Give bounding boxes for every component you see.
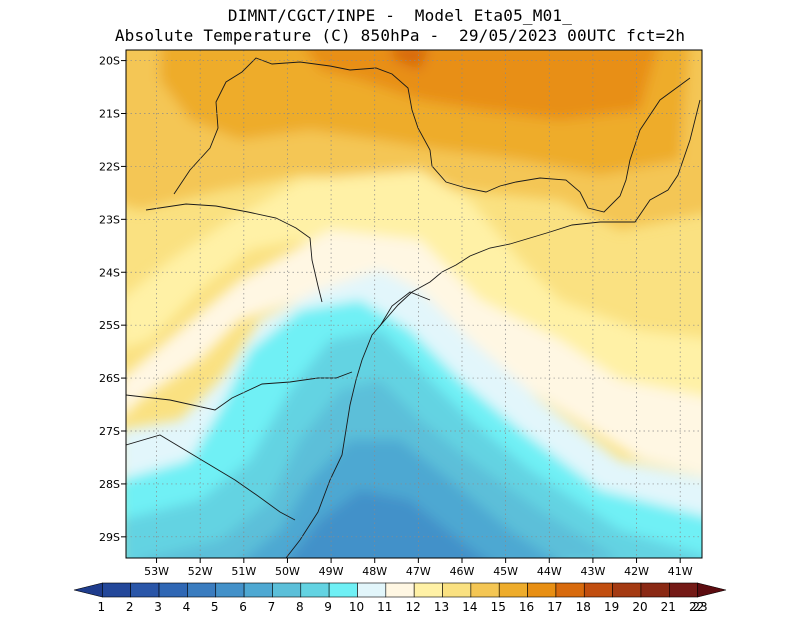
colorbar-swatch bbox=[187, 582, 217, 598]
lon-tick-label: 51W bbox=[231, 565, 256, 578]
lat-tick-label: 28S bbox=[99, 478, 120, 491]
colorbar-swatch bbox=[357, 582, 387, 598]
lon-tick-label: 52W bbox=[188, 565, 213, 578]
lon-tick-label: 49W bbox=[319, 565, 344, 578]
colorbar-swatch bbox=[102, 582, 131, 598]
colorbar-swatch bbox=[442, 582, 472, 598]
colorbar-label: 18 bbox=[576, 600, 591, 614]
lon-tick-label: 47W bbox=[406, 565, 431, 578]
colorbar-swatch bbox=[669, 582, 698, 598]
temperature-field bbox=[126, 50, 702, 558]
lon-tick-label: 42W bbox=[624, 565, 649, 578]
colorbar-label: 8 bbox=[296, 600, 304, 614]
colorbar-swatch bbox=[640, 582, 670, 598]
colorbar-swatch bbox=[527, 582, 557, 598]
colorbar-swatch bbox=[215, 582, 245, 598]
lon-tick-label: 45W bbox=[493, 565, 518, 578]
lat-tick-label: 24S bbox=[99, 266, 120, 279]
lat-tick-label: 27S bbox=[99, 425, 120, 438]
colorbar-label: 10 bbox=[349, 600, 364, 614]
colorbar-label: 7 bbox=[268, 600, 276, 614]
colorbar-swatch bbox=[158, 582, 188, 598]
lat-tick-label: 22S bbox=[99, 160, 120, 173]
colorbar-label: 2 bbox=[126, 600, 134, 614]
colorbar-swatch bbox=[612, 582, 642, 598]
lon-tick-label: 46W bbox=[450, 565, 475, 578]
colorbar-swatch bbox=[385, 582, 415, 598]
lon-tick-label: 50W bbox=[275, 565, 300, 578]
colorbar-swatch bbox=[243, 582, 273, 598]
colorbar-label: 9 bbox=[324, 600, 332, 614]
colorbar-swatch bbox=[498, 582, 528, 598]
lat-tick-label: 26S bbox=[99, 372, 120, 385]
colorbar-label: 23 bbox=[692, 600, 707, 614]
title-line-1: DIMNT/CGCT/INPE - Model Eta05_M01_ bbox=[227, 6, 573, 25]
colorbar-label: 12 bbox=[406, 600, 421, 614]
title-line-2: Absolute Temperature (C) 850hPa - 29/05/… bbox=[114, 26, 686, 45]
lon-tick-label: 43W bbox=[580, 565, 605, 578]
colorbar-label: 15 bbox=[491, 600, 506, 614]
lat-lon-grid bbox=[126, 50, 702, 558]
lon-tick-label: 48W bbox=[362, 565, 387, 578]
colorbar-swatch bbox=[583, 582, 613, 598]
lat-tick-label: 29S bbox=[99, 531, 120, 544]
colorbar-label: 21 bbox=[661, 600, 676, 614]
lon-tick-label: 44W bbox=[537, 565, 562, 578]
colorbar-label: 3 bbox=[154, 600, 162, 614]
colorbar-label: 5 bbox=[211, 600, 219, 614]
colorbar-swatch bbox=[130, 582, 160, 598]
lat-tick-label: 25S bbox=[99, 319, 120, 332]
lat-tick-label: 20S bbox=[99, 55, 120, 68]
lat-tick-label: 21S bbox=[99, 108, 120, 121]
colorbar-swatch bbox=[300, 582, 330, 598]
colorbar-label: 22 bbox=[689, 600, 704, 614]
colorbar-label: 6 bbox=[239, 600, 247, 614]
map-frame bbox=[125, 49, 703, 559]
colorbar-swatch bbox=[555, 582, 585, 598]
lon-tick-label: 53W bbox=[144, 565, 169, 578]
colorbar-label: 19 bbox=[604, 600, 619, 614]
colorbar-label: 20 bbox=[632, 600, 647, 614]
axis-ticks: 20S 21S 22S 23S 24S 25S 26S 27S 28S 29S 53W 52W 51W 5… bbox=[99, 55, 693, 578]
colorbar-label: 14 bbox=[462, 600, 477, 614]
colorbar-swatch bbox=[470, 582, 500, 598]
colorbar-label: 17 bbox=[547, 600, 562, 614]
colorbar-label: 11 bbox=[377, 600, 392, 614]
coastline-and-borders bbox=[126, 57, 701, 558]
lon-tick-label: 41W bbox=[668, 565, 693, 578]
colorbar-label: 1 bbox=[98, 600, 106, 614]
colorbar-swatch bbox=[328, 582, 358, 598]
colorbar-label: 16 bbox=[519, 600, 534, 614]
colorbar-swatch bbox=[73, 582, 103, 598]
lat-tick-label: 23S bbox=[99, 213, 120, 226]
colorbar-label: 4 bbox=[183, 600, 191, 614]
colorbar-swatch bbox=[272, 582, 302, 598]
colorbar-swatch bbox=[697, 582, 727, 598]
colorbar-label: 13 bbox=[434, 600, 449, 614]
colorbar-swatch bbox=[413, 582, 443, 598]
